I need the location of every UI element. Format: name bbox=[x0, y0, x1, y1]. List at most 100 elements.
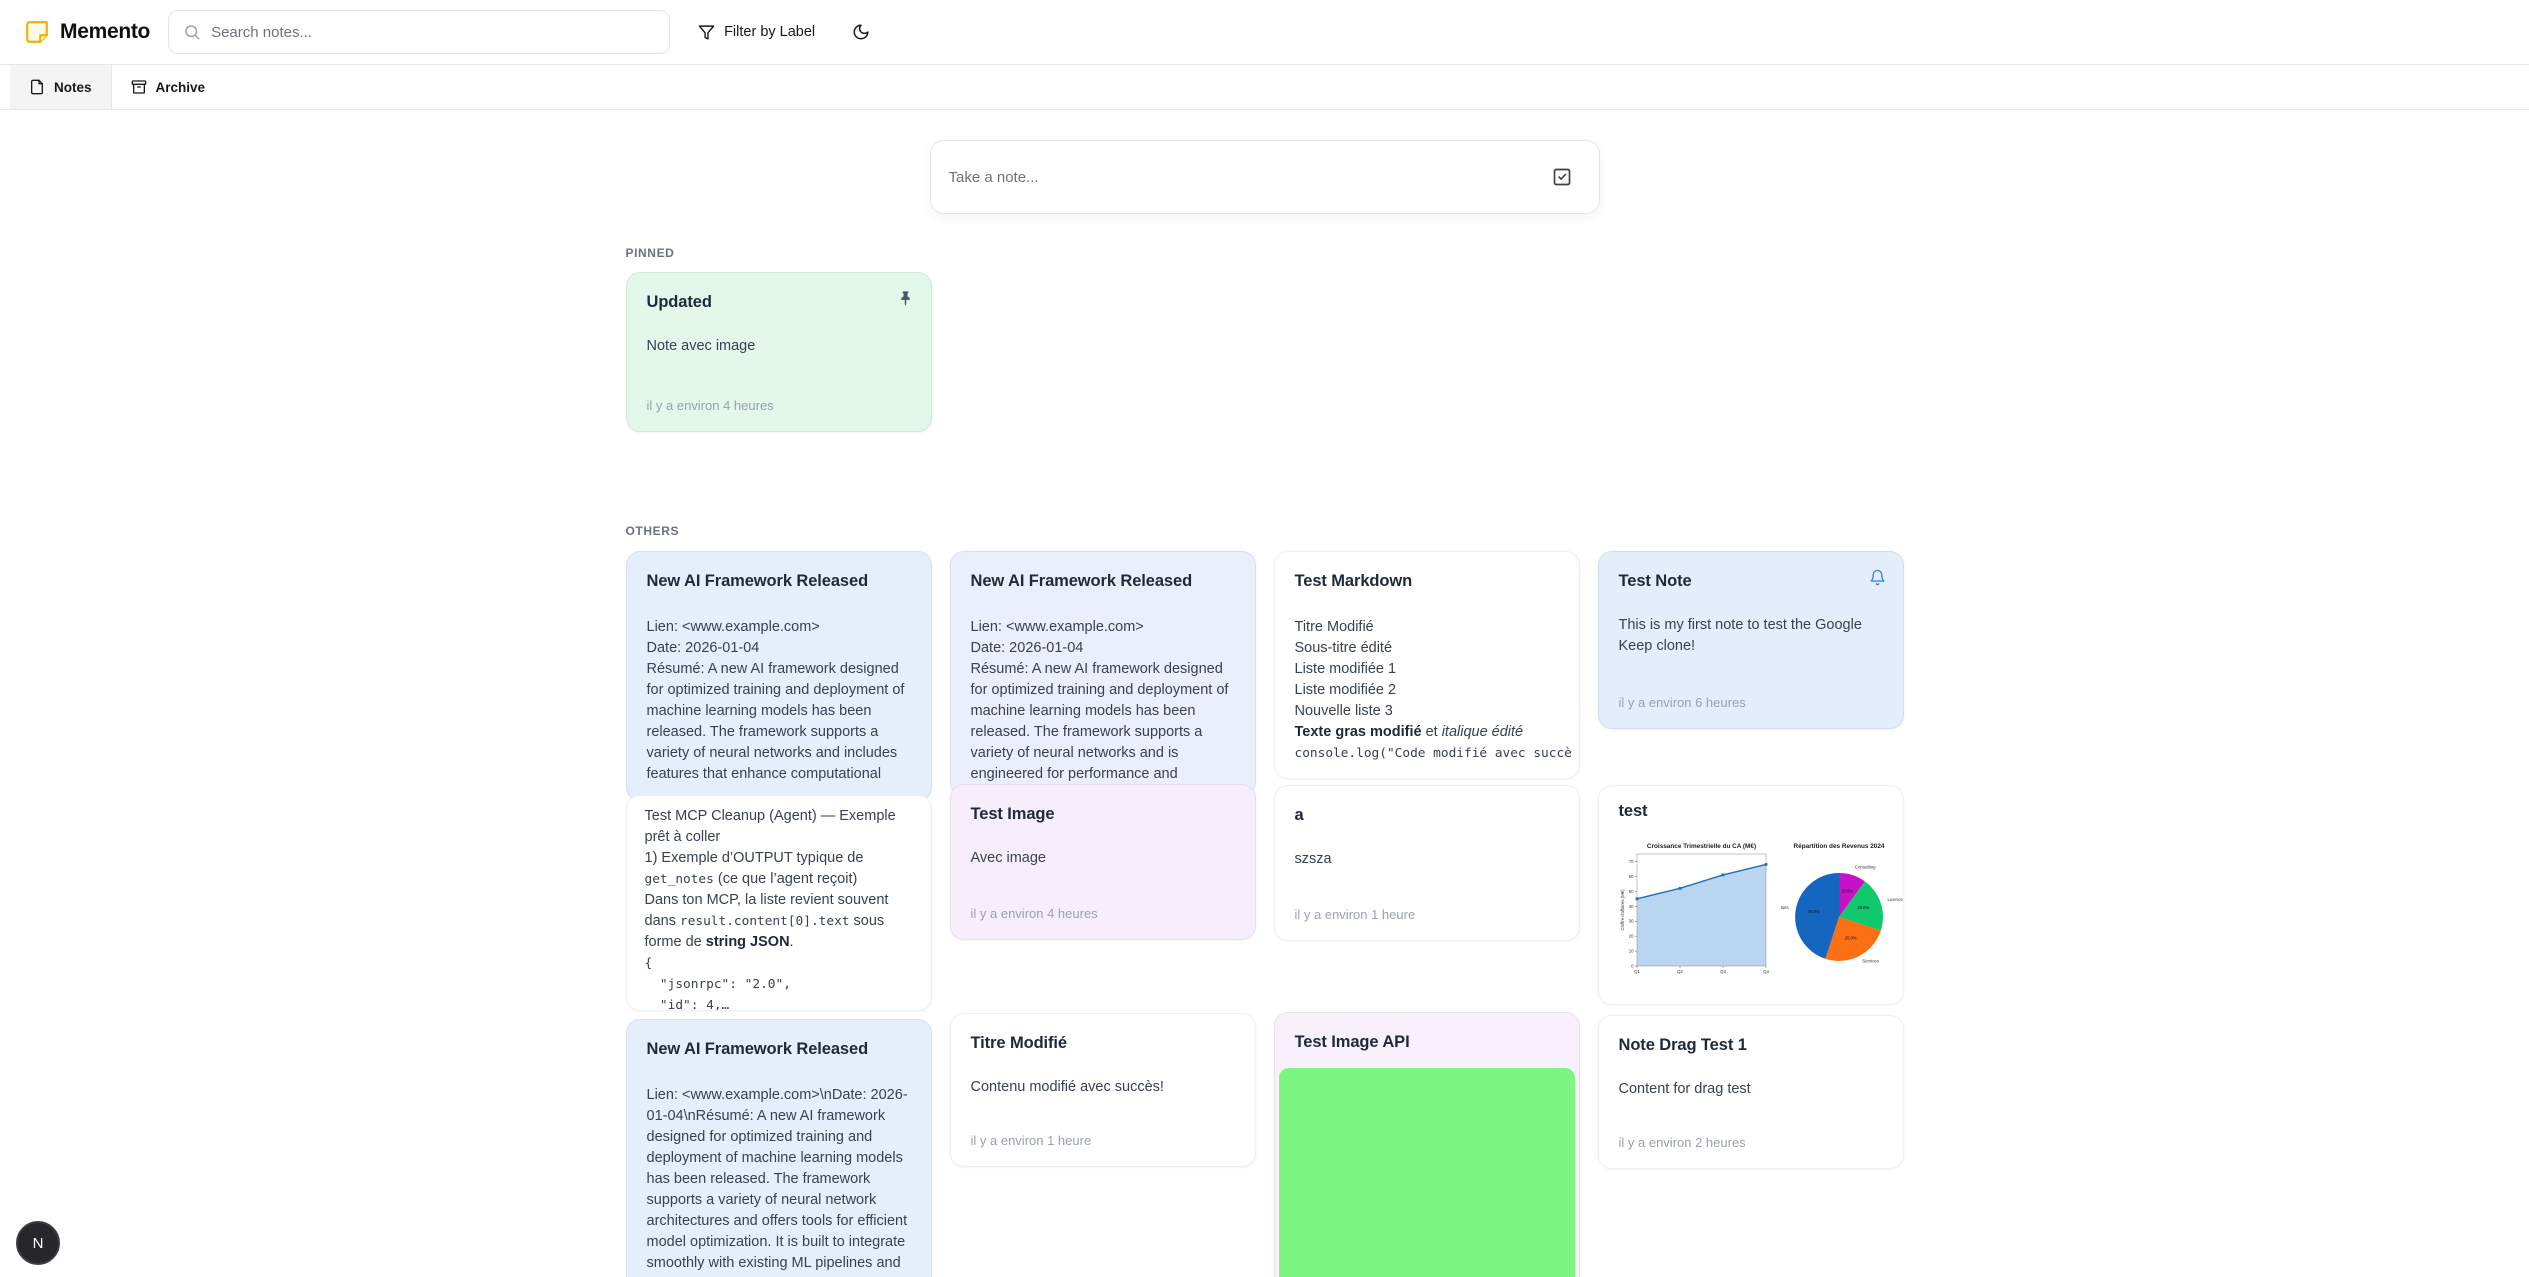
note-title: Test Note bbox=[1618, 572, 1692, 590]
code-line: console.log("Code modifié avec succè bbox=[1294, 746, 1572, 761]
svg-text:Chiffre d'affaires (M€): Chiffre d'affaires (M€) bbox=[1620, 889, 1625, 931]
note-body: Titre Modifié Sous-titre édité Liste mod… bbox=[1294, 617, 1572, 764]
others-section-label: OTHERS bbox=[625, 524, 680, 538]
svg-text:0: 0 bbox=[1631, 964, 1634, 969]
filter-by-label-label: Filter by Label bbox=[724, 24, 816, 40]
note-card-test-note[interactable]: Test Note This is my first note to test … bbox=[1597, 551, 1904, 729]
inline-code: get_notes bbox=[644, 872, 714, 887]
svg-text:Q3: Q3 bbox=[1720, 969, 1726, 974]
code-block: { "jsonrpc": "2.0", "id": 4,… bbox=[644, 956, 791, 1011]
note-title: New AI Framework Released bbox=[646, 572, 869, 590]
note-card-a[interactable]: a szsza il y a environ 1 heure bbox=[1273, 785, 1580, 941]
note-title: New AI Framework Released bbox=[646, 1040, 869, 1058]
note-card-test-image-api[interactable]: Test Image API bbox=[1273, 1012, 1580, 1277]
svg-text:25.0%: 25.0% bbox=[1844, 936, 1856, 941]
grid-column-3: Test Markdown Titre Modifié Sous-titre é… bbox=[1273, 551, 1580, 1277]
svg-text:Q4: Q4 bbox=[1763, 969, 1769, 974]
dark-mode-toggle[interactable] bbox=[843, 14, 879, 50]
note-title: test bbox=[1618, 802, 1648, 820]
main-content: PINNED Updated Note avec image il y a en… bbox=[625, 140, 1904, 1277]
svg-text:Croissance Trimestrielle du CA: Croissance Trimestrielle du CA (M€) bbox=[1646, 843, 1755, 850]
area-chart-croissance: 0 10 20 30 40 50 60 70 Q1 Q2 Q3 Q4 Croissance Trimes… bbox=[1618, 839, 1771, 981]
note-card-test-image[interactable]: Test Image Avec image il y a environ 4 h… bbox=[949, 784, 1256, 940]
avatar-initial: N bbox=[32, 1234, 44, 1252]
bold-text: Texte gras modifié bbox=[1294, 724, 1422, 740]
svg-text:10.0%: 10.0% bbox=[1840, 889, 1852, 894]
svg-text:60: 60 bbox=[1628, 874, 1633, 879]
note-body: szsza bbox=[1294, 851, 1332, 867]
note-card-mcp-cleanup[interactable]: Test MCP Cleanup (Agent) — Exemple prêt … bbox=[625, 795, 932, 1011]
note-body: Lien: <www.example.com>\nDate: 2026-01-0… bbox=[646, 1087, 908, 1277]
note-card-test-charts[interactable]: test 0 10 20 30 40 50 60 70 Q1 Q2 Q3 Q4 Croissance T… bbox=[1597, 785, 1904, 1005]
search-input[interactable] bbox=[211, 23, 656, 41]
pin-icon bbox=[900, 291, 910, 306]
take-a-note-input[interactable] bbox=[948, 168, 1531, 186]
note-card-ai-framework-3[interactable]: New AI Framework Released Lien: <www.exa… bbox=[625, 1019, 932, 1277]
svg-text:45.0%: 45.0% bbox=[1807, 909, 1819, 914]
app-logo: Memento bbox=[24, 19, 150, 45]
svg-text:30: 30 bbox=[1628, 919, 1633, 924]
sticky-note-icon bbox=[26, 21, 48, 43]
reminder-button[interactable] bbox=[1865, 565, 1890, 590]
note-body: Lien: <www.example.com> Date: 2026-01-04… bbox=[646, 619, 905, 782]
filter-by-label-button[interactable]: Filter by Label bbox=[688, 15, 825, 50]
note-title: Titre Modifié bbox=[970, 1034, 1068, 1052]
grid-column-4: Test Note This is my first note to test … bbox=[1597, 551, 1904, 1169]
svg-text:70: 70 bbox=[1628, 859, 1633, 864]
note-timestamp: il y a environ 4 heures bbox=[646, 398, 774, 413]
avatar[interactable]: N bbox=[16, 1221, 60, 1265]
note-timestamp: il y a environ 4 heures bbox=[970, 906, 1098, 921]
note-card-drag-test[interactable]: Note Drag Test 1 Content for drag test i… bbox=[1597, 1015, 1904, 1169]
note-title: a bbox=[1294, 806, 1304, 824]
search-icon bbox=[185, 25, 200, 40]
svg-text:Licences: Licences bbox=[1887, 897, 1903, 902]
note-title: Note Drag Test 1 bbox=[1618, 1036, 1747, 1054]
note-title: Test Image bbox=[970, 805, 1055, 823]
note-title: Test Image API bbox=[1294, 1033, 1410, 1051]
note-card-updated[interactable]: Updated Note avec image il y a environ 4… bbox=[625, 272, 932, 432]
svg-text:40: 40 bbox=[1628, 904, 1633, 909]
note-card-ai-framework-1[interactable]: New AI Framework Released Lien: <www.exa… bbox=[625, 551, 932, 801]
tab-archive[interactable]: Archive bbox=[112, 65, 225, 109]
tab-notes[interactable]: Notes bbox=[10, 65, 112, 109]
svg-text:Consulting: Consulting bbox=[1854, 865, 1875, 870]
filter-icon bbox=[698, 24, 715, 40]
header: Memento Filter by Label bbox=[0, 0, 2529, 65]
archive-icon bbox=[131, 80, 146, 94]
check-square-icon bbox=[1553, 168, 1570, 186]
pin-button[interactable] bbox=[893, 286, 918, 311]
note-image-green bbox=[1278, 1068, 1575, 1277]
notes-grid: New AI Framework Released Lien: <www.exa… bbox=[625, 551, 1904, 1277]
pie-chart-revenus: 10.0% Consulting 20.0% Licences 25.0% Service… bbox=[1780, 839, 1903, 981]
pinned-section-label: PINNED bbox=[625, 246, 675, 260]
inline-code: result.content[0].text bbox=[679, 914, 850, 929]
app-title: Memento bbox=[60, 20, 151, 43]
tab-bar: Notes Archive bbox=[0, 65, 2529, 110]
svg-text:20.0%: 20.0% bbox=[1857, 905, 1869, 910]
note-composer bbox=[929, 140, 1600, 214]
note-body: Lien: <www.example.com> Date: 2026-01-04… bbox=[970, 619, 1229, 782]
note-body: Note avec image bbox=[646, 338, 756, 354]
svg-text:20: 20 bbox=[1628, 934, 1633, 939]
svg-text:Q2: Q2 bbox=[1677, 969, 1683, 974]
svg-text:Services: Services bbox=[1862, 958, 1880, 963]
svg-text:Q1: Q1 bbox=[1634, 969, 1640, 974]
note-body: Test MCP Cleanup (Agent) — Exemple prêt … bbox=[644, 808, 896, 1011]
grid-column-2: New AI Framework Released Lien: <www.exa… bbox=[949, 551, 1256, 1167]
note-card-ai-framework-2[interactable]: New AI Framework Released Lien: <www.exa… bbox=[949, 551, 1256, 796]
italic-text: italique édité bbox=[1441, 724, 1524, 740]
note-title: Updated bbox=[646, 293, 712, 311]
note-timestamp: il y a environ 1 heure bbox=[1294, 907, 1416, 922]
bold-text: string JSON bbox=[705, 934, 790, 950]
note-title: Test Markdown bbox=[1294, 572, 1413, 590]
svg-text:Produits: Produits bbox=[1781, 905, 1789, 910]
note-title: New AI Framework Released bbox=[970, 572, 1193, 590]
moon-icon bbox=[853, 24, 869, 40]
tab-notes-label: Notes bbox=[54, 79, 92, 95]
new-checklist-button[interactable] bbox=[1543, 158, 1581, 196]
note-body: Contenu modifié avec succès! bbox=[970, 1079, 1164, 1095]
note-card-titre-modifie[interactable]: Titre Modifié Contenu modifié avec succè… bbox=[949, 1013, 1256, 1167]
note-timestamp: il y a environ 6 heures bbox=[1618, 695, 1746, 710]
note-card-test-markdown[interactable]: Test Markdown Titre Modifié Sous-titre é… bbox=[1273, 551, 1580, 779]
